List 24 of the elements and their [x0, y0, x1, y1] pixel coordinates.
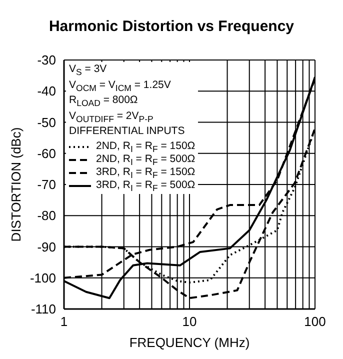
y-tick-label: -60 [37, 146, 56, 161]
legend-label: 2ND, R$_{I}$ = R$_{F}$ = 500Ω [96, 152, 196, 167]
y-tick-label: -30 [37, 52, 56, 68]
legend-label: 2ND, R$_{I}$ = R$_{F}$ = 150Ω [96, 140, 196, 154]
y-tick-label: -90 [37, 239, 56, 254]
annotation: DIFFERENTIAL INPUTS [69, 125, 185, 138]
x-axis-title: FREQUENCY (MHz) [129, 335, 250, 350]
y-tick-label: -70 [37, 177, 56, 192]
y-tick-label: -40 [37, 84, 56, 99]
legend-label: 3RD, R$_{I}$ = R$_{F}$ = 150Ω [96, 166, 196, 180]
y-tick-label: -50 [37, 114, 56, 130]
x-tick-label: 1 [60, 314, 68, 330]
annotation: R$_{LOAD}$ = 800Ω [69, 94, 138, 108]
chart-title: Harmonic Distortion vs Frequency [48, 18, 296, 35]
annotation: V$_{S}$ = 3V [69, 63, 107, 78]
y-tick-label: -100 [30, 270, 56, 286]
y-tick-label: -110 [30, 302, 56, 317]
y-axis-title: DISTORTION (dBc) [8, 127, 24, 242]
x-tick-label: 10 [182, 314, 197, 330]
legend-label: 3RD, R$_{I}$ = R$_{F}$ = 500Ω [96, 178, 196, 194]
y-tick-label: -80 [37, 208, 56, 224]
annotation: V$_{OUTDIFF}$ = 2V$_{P-P}$ [69, 110, 154, 124]
x-tick-label: 100 [304, 314, 326, 330]
annotation: V$_{OCM}$ = V$_{ICM}$ = 1.25V [69, 78, 171, 93]
